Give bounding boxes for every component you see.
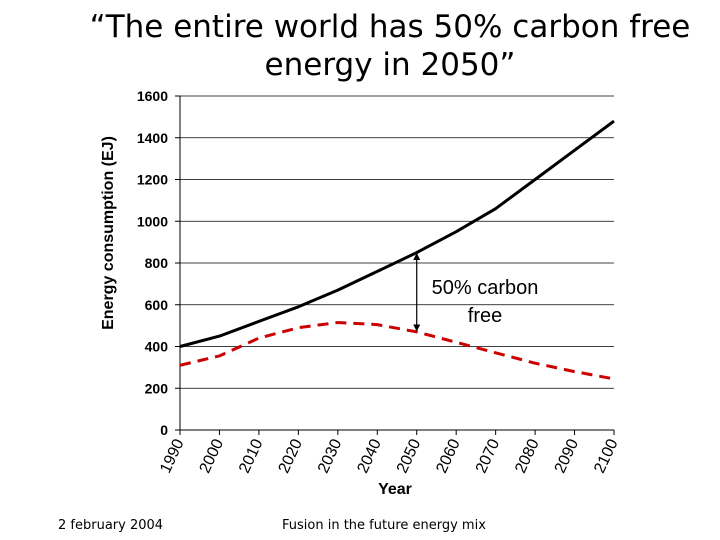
x-axis-label: Year <box>378 481 412 498</box>
x-tick-label: 2040 <box>354 436 384 476</box>
annotation: 50% carbon free <box>413 252 539 332</box>
annotation-label-line-1: 50% carbon <box>432 277 539 299</box>
grid-lines <box>180 95 614 389</box>
y-tick-label: 400 <box>145 339 169 355</box>
series-lines <box>179 119 615 381</box>
x-tick-label: 2090 <box>552 436 582 476</box>
series-line-total <box>179 119 615 348</box>
x-tick-labels: 1990 2000 2010 2020 2030 2040 2050 2060 2070 2080… <box>157 436 621 476</box>
slide-title: “The entire world has 50% carbon free en… <box>60 8 720 84</box>
y-tick-label: 1200 <box>137 172 168 188</box>
x-tick-label: 2000 <box>197 436 227 476</box>
x-tick-label: 1990 <box>157 436 187 476</box>
x-tick-label: 2030 <box>315 436 345 476</box>
footer-caption: Fusion in the future energy mix <box>282 518 486 533</box>
y-tick-label: 200 <box>145 380 169 396</box>
axes <box>175 95 615 435</box>
y-tick-label: 1000 <box>137 213 168 229</box>
slide-title-line-1: “The entire world has 50% carbon free <box>89 9 691 45</box>
y-tick-label: 0 <box>160 422 168 438</box>
x-tick-label: 2010 <box>236 436 266 476</box>
x-tick-label: 2070 <box>473 436 503 476</box>
y-tick-label: 1600 <box>137 88 168 104</box>
y-tick-label: 1400 <box>137 130 168 146</box>
x-tick-label: 2060 <box>433 436 463 476</box>
x-tick-label: 2080 <box>512 436 542 476</box>
footer-date: 2 february 2004 <box>58 518 164 533</box>
y-axis-label: Energy consumption (EJ) <box>100 136 117 330</box>
series-line-carbon-free <box>179 321 615 381</box>
x-tick-label: 2020 <box>276 436 306 476</box>
x-tick-label: 2100 <box>591 436 621 476</box>
y-tick-label: 800 <box>145 255 169 271</box>
y-tick-label: 600 <box>145 297 169 313</box>
annotation-label-line-2: free <box>468 305 502 327</box>
slide-title-line-2: energy in 2050” <box>264 47 516 83</box>
y-tick-labels: 0 200 400 600 800 1000 1200 1400 1600 <box>137 88 168 438</box>
x-tick-label: 2050 <box>394 436 424 476</box>
